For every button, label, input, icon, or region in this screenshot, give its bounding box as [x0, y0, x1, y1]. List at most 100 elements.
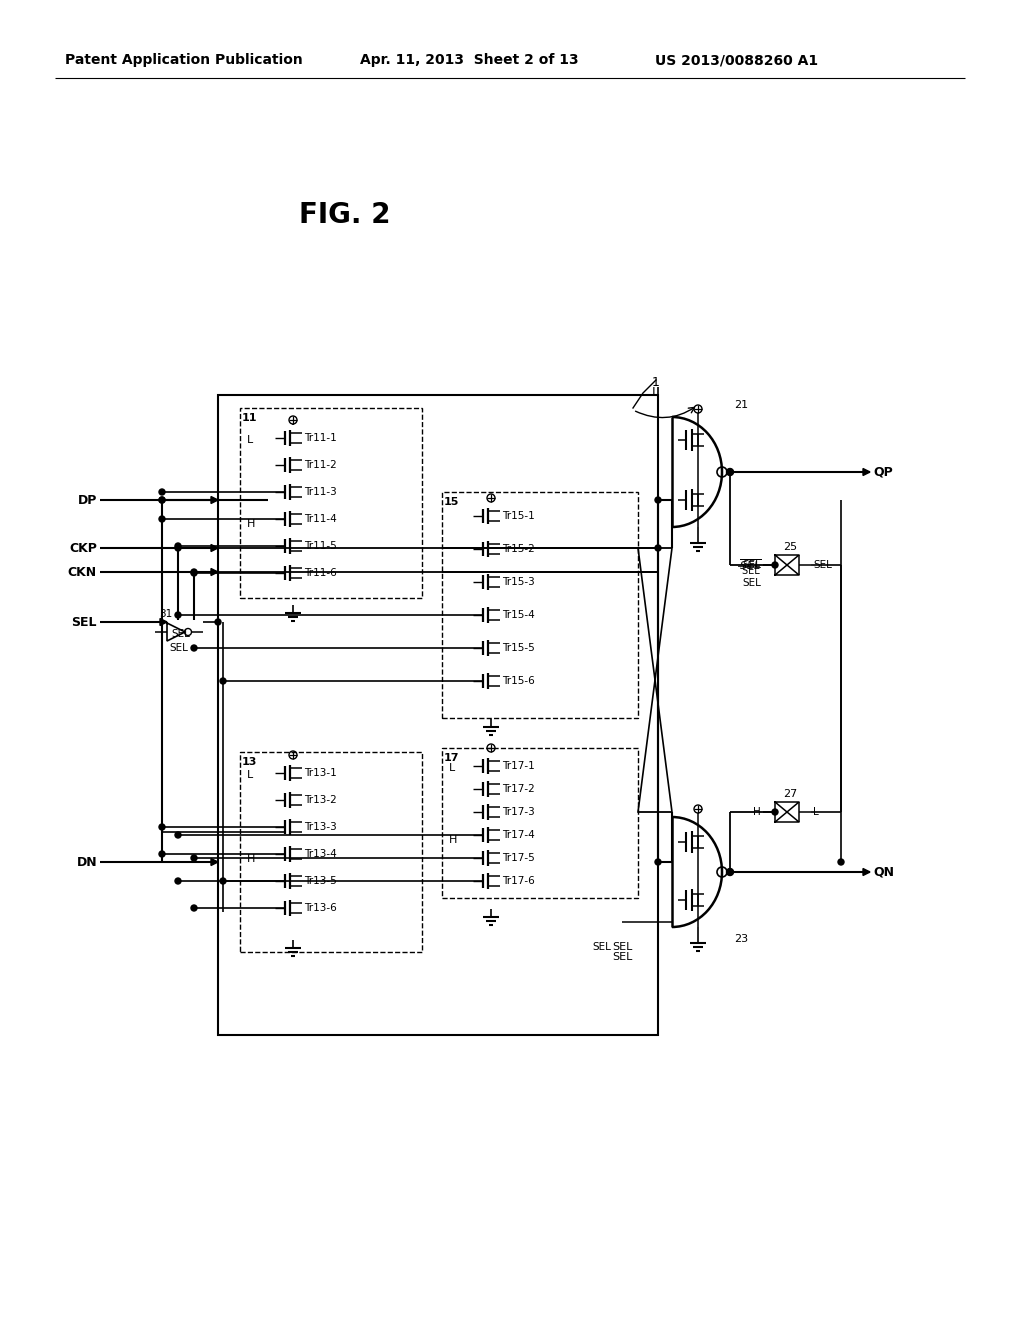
Polygon shape — [160, 619, 167, 626]
Circle shape — [175, 878, 181, 884]
Text: L: L — [247, 770, 253, 780]
Text: 17: 17 — [444, 752, 460, 763]
Text: Tr15-3: Tr15-3 — [502, 577, 535, 587]
Text: Tr17-4: Tr17-4 — [502, 830, 535, 840]
Circle shape — [191, 855, 197, 861]
Circle shape — [175, 612, 181, 618]
Polygon shape — [211, 544, 218, 552]
Text: SEL: SEL — [742, 560, 761, 570]
Text: 15: 15 — [444, 498, 460, 507]
Text: Tr15-6: Tr15-6 — [502, 676, 535, 686]
Text: Tr13-4: Tr13-4 — [304, 849, 337, 859]
Circle shape — [159, 824, 165, 830]
Bar — [442, 492, 638, 718]
Bar — [218, 395, 658, 1035]
Text: 25: 25 — [783, 543, 797, 552]
Text: Tr11-1: Tr11-1 — [304, 433, 337, 444]
Text: SEL: SEL — [611, 952, 632, 962]
Text: Tr17-3: Tr17-3 — [502, 807, 535, 817]
Text: DP: DP — [78, 494, 97, 507]
Text: ̅S̅E̅L̅: ̅S̅E̅L̅ — [743, 566, 761, 576]
Polygon shape — [211, 496, 218, 503]
Text: SEL: SEL — [742, 578, 761, 587]
Text: SEL: SEL — [593, 942, 611, 952]
Text: Tr11-4: Tr11-4 — [304, 513, 337, 524]
Text: 1: 1 — [652, 376, 659, 389]
Text: Tr11-6: Tr11-6 — [304, 568, 337, 578]
Text: Tr11-3: Tr11-3 — [304, 487, 337, 498]
Circle shape — [175, 545, 181, 550]
Circle shape — [159, 516, 165, 521]
Circle shape — [727, 469, 733, 475]
Text: 21: 21 — [734, 400, 749, 411]
Text: QP: QP — [873, 466, 893, 479]
Text: L: L — [652, 385, 659, 399]
Text: $\overline{SEL}$: $\overline{SEL}$ — [738, 557, 761, 573]
Text: SEL: SEL — [813, 560, 831, 570]
Text: H: H — [247, 519, 255, 529]
Text: FIG. 2: FIG. 2 — [299, 201, 391, 228]
Circle shape — [726, 469, 733, 475]
Circle shape — [838, 859, 844, 865]
Bar — [240, 408, 422, 598]
Text: Tr17-2: Tr17-2 — [502, 784, 535, 795]
Circle shape — [159, 851, 165, 857]
Polygon shape — [863, 869, 870, 875]
Text: US 2013/0088260 A1: US 2013/0088260 A1 — [655, 53, 818, 67]
Circle shape — [191, 645, 197, 651]
Text: SEL: SEL — [169, 643, 187, 653]
Text: Tr13-5: Tr13-5 — [304, 876, 337, 886]
Polygon shape — [211, 569, 218, 576]
Polygon shape — [863, 469, 870, 475]
Text: 27: 27 — [783, 789, 798, 799]
Text: Tr15-2: Tr15-2 — [502, 544, 535, 554]
Text: Tr15-5: Tr15-5 — [502, 643, 535, 653]
Text: Tr13-6: Tr13-6 — [304, 903, 337, 913]
Text: L: L — [449, 763, 456, 774]
Text: H: H — [449, 836, 458, 845]
Text: Tr13-1: Tr13-1 — [304, 768, 337, 777]
Circle shape — [159, 498, 165, 503]
Circle shape — [159, 488, 165, 495]
Text: 11: 11 — [242, 413, 257, 422]
Circle shape — [727, 869, 733, 875]
Circle shape — [191, 569, 197, 576]
Circle shape — [220, 878, 226, 884]
Circle shape — [655, 545, 662, 550]
Text: Tr17-1: Tr17-1 — [502, 762, 535, 771]
Text: 31: 31 — [159, 609, 172, 619]
Text: Tr15-1: Tr15-1 — [502, 511, 535, 521]
Text: 13: 13 — [242, 756, 257, 767]
Text: H: H — [247, 854, 255, 865]
Circle shape — [191, 570, 197, 576]
Text: Tr17-5: Tr17-5 — [502, 853, 535, 863]
Text: Patent Application Publication: Patent Application Publication — [65, 53, 303, 67]
Circle shape — [655, 859, 662, 865]
Text: DN: DN — [77, 855, 97, 869]
Text: H: H — [754, 807, 761, 817]
Text: Tr11-2: Tr11-2 — [304, 459, 337, 470]
Text: SEL: SEL — [171, 630, 189, 639]
Circle shape — [191, 906, 197, 911]
Circle shape — [175, 543, 181, 549]
Text: CKN: CKN — [68, 565, 97, 578]
Text: Tr17-6: Tr17-6 — [502, 876, 535, 886]
Circle shape — [215, 619, 221, 624]
Bar — [442, 748, 638, 898]
Circle shape — [655, 498, 662, 503]
Circle shape — [726, 869, 733, 875]
Text: QN: QN — [873, 866, 894, 879]
Text: 23: 23 — [734, 935, 749, 944]
Circle shape — [220, 678, 226, 684]
Circle shape — [175, 832, 181, 838]
Circle shape — [772, 809, 778, 814]
Text: Tr11-5: Tr11-5 — [304, 541, 337, 550]
Text: SEL: SEL — [611, 942, 632, 952]
Text: L: L — [247, 436, 253, 445]
Text: CKP: CKP — [70, 541, 97, 554]
Circle shape — [159, 498, 165, 503]
Text: L: L — [813, 807, 819, 817]
Text: Apr. 11, 2013  Sheet 2 of 13: Apr. 11, 2013 Sheet 2 of 13 — [360, 53, 579, 67]
Polygon shape — [211, 858, 218, 866]
Text: Tr13-3: Tr13-3 — [304, 822, 337, 832]
